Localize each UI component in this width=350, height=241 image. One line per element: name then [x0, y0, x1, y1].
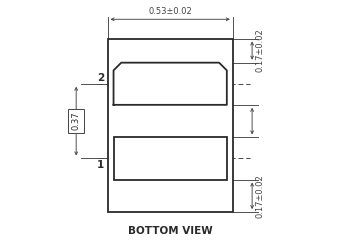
Bar [113, 137, 227, 180]
Text: 2: 2 [97, 73, 104, 82]
Bar [68, 109, 84, 133]
Text: 0.53±0.02: 0.53±0.02 [148, 7, 192, 16]
Text: 0.37: 0.37 [72, 112, 81, 130]
Text: 0.17±0.02: 0.17±0.02 [256, 29, 265, 73]
Text: BOTTOM VIEW: BOTTOM VIEW [128, 226, 212, 236]
Polygon shape [113, 63, 227, 105]
Text: 0.17±0.02: 0.17±0.02 [256, 174, 265, 218]
Bar [107, 39, 233, 212]
Text: 1: 1 [97, 160, 104, 170]
